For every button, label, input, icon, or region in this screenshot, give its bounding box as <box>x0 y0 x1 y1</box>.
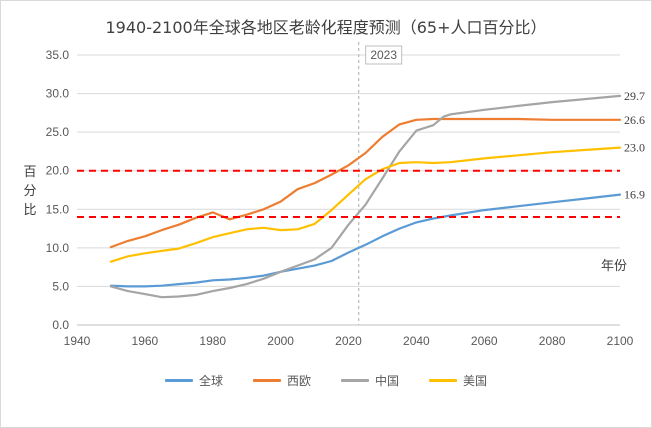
series-end-label: 29.7 <box>624 89 645 103</box>
y-axis-title-char: 比 <box>23 203 36 218</box>
y-tick-label: 0.0 <box>52 318 69 332</box>
year-marker-label: 2023 <box>370 48 397 62</box>
chart-title: 1940-2100年全球各地区老龄化程度预测（65+人口百分比） <box>105 18 547 37</box>
series-line-中国 <box>109 94 622 299</box>
legend-swatch <box>341 379 369 382</box>
legend-swatch <box>429 379 458 382</box>
legend-label: 西欧 <box>286 374 311 388</box>
legend-label: 全球 <box>198 374 223 388</box>
year-marker-box <box>365 45 403 65</box>
series-end-label: 16.9 <box>624 188 645 202</box>
x-tick-label: 2020 <box>335 334 362 348</box>
legend-label: 中国 <box>375 374 400 388</box>
x-tick-label: 1980 <box>199 334 226 348</box>
y-tick-label: 20.0 <box>46 164 70 178</box>
series-line-全球 <box>109 193 622 288</box>
legend-item: 西欧 <box>252 372 311 389</box>
series-end-label: 23.0 <box>624 141 645 155</box>
y-axis-title-char: 百 <box>23 165 36 180</box>
x-tick-label: 2000 <box>267 334 294 348</box>
y-tick-label: 30.0 <box>46 87 70 101</box>
legend-label: 美国 <box>463 374 488 388</box>
x-tick-label: 2080 <box>539 334 566 348</box>
y-axis-title-char: 分 <box>23 184 36 199</box>
y-tick-label: 35.0 <box>46 48 70 62</box>
x-tick-label: 1940 <box>64 334 91 348</box>
x-tick-label: 2040 <box>403 334 430 348</box>
legend-swatch <box>164 379 193 382</box>
x-tick-label: 1960 <box>132 334 159 348</box>
series-end-label: 26.6 <box>624 113 645 127</box>
legend-item: 中国 <box>341 372 399 389</box>
y-tick-label: 10.0 <box>46 241 70 255</box>
legend-item: 全球 <box>164 372 223 389</box>
y-tick-label: 15.0 <box>46 202 70 216</box>
legend-item: 美国 <box>429 372 487 389</box>
y-tick-label: 5.0 <box>52 279 69 293</box>
y-tick-label: 25.0 <box>46 125 70 139</box>
x-axis-title: 年份 <box>601 259 627 274</box>
x-tick-label: 2060 <box>471 334 498 348</box>
x-tick-label: 2100 <box>607 334 634 348</box>
legend-swatch <box>252 379 281 382</box>
legend: 全球 西欧 中国 美国 <box>0 372 652 389</box>
series-line-西欧 <box>109 117 622 249</box>
